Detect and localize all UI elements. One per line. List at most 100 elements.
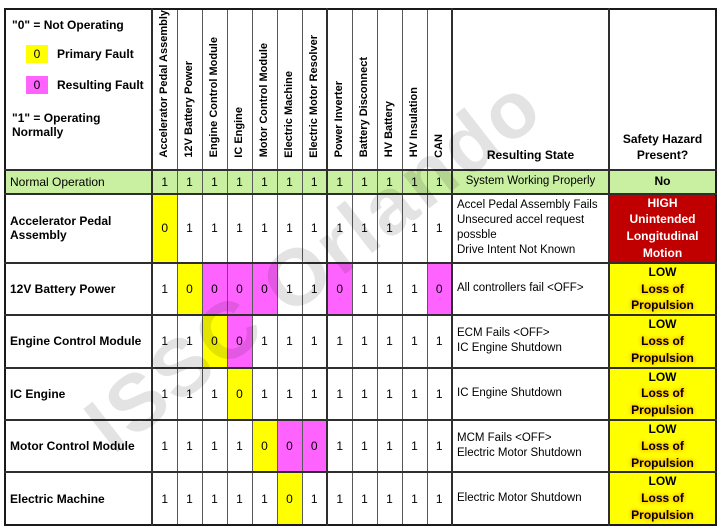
matrix-cell: 1 xyxy=(176,168,203,195)
matrix-cell: 1 xyxy=(151,366,178,421)
resulting-fault-swatch: 0 xyxy=(26,76,48,94)
matrix-cell: 1 xyxy=(301,192,328,264)
row-label: Electric Machine xyxy=(4,471,153,526)
column-header-hv-battery: HV Battery xyxy=(376,8,403,171)
matrix-cell: 1 xyxy=(376,261,403,316)
hazard-cell: LOW Loss of Propulsion xyxy=(608,261,717,316)
matrix-cell: 1 xyxy=(351,366,378,421)
matrix-cell: 1 xyxy=(251,471,278,526)
matrix-cell: 1 xyxy=(351,261,378,316)
matrix-cell: 1 xyxy=(151,418,178,473)
matrix-cell: 1 xyxy=(176,418,203,473)
matrix-cell: 1 xyxy=(326,366,353,421)
matrix-cell: 0 xyxy=(276,418,303,473)
matrix-cell: 0 xyxy=(251,261,278,316)
matrix-cell: 0 xyxy=(276,471,303,526)
state-line: Electric Motor Shutdown xyxy=(457,447,582,460)
matrix-cell: 1 xyxy=(401,366,428,421)
column-header-label: CAN xyxy=(432,133,445,158)
matrix-cell: 1 xyxy=(201,168,228,195)
matrix-cell: 1 xyxy=(326,168,353,195)
column-header-label: Electric Motor Resolver xyxy=(307,34,320,158)
hazard-line: Unintended xyxy=(629,212,696,227)
matrix-cell: 1 xyxy=(326,314,353,369)
state-line: Accel Pedal Assembly Fails xyxy=(457,199,598,212)
table-row-12v-battery-power: 12V Battery Power 1 0 0 0 0 1 1 0 1 1 1 0 All control… xyxy=(4,261,717,316)
matrix-cell: 1 xyxy=(276,314,303,369)
column-header-can: CAN xyxy=(426,8,453,171)
legend-resulting-fault: 0 Resulting Fault xyxy=(26,76,147,94)
hazard-line: Longitudinal Motion xyxy=(626,229,699,260)
hazard-line: Loss of Propulsion xyxy=(631,438,694,470)
legend-primary-fault: 0 Primary Fault xyxy=(26,45,147,63)
row-label: Accelerator Pedal Assembly xyxy=(4,192,153,264)
matrix-cell: 1 xyxy=(276,192,303,264)
matrix-cell: 1 xyxy=(301,471,328,526)
table-row-motor-control-module: Motor Control Module 1 1 1 1 0 0 0 1 1 1 1 1 MCM Fail… xyxy=(4,418,717,473)
matrix-cell: 1 xyxy=(151,261,178,316)
matrix-cell: 1 xyxy=(326,192,353,264)
matrix-cell: 1 xyxy=(176,192,203,264)
hazard-line: LOW xyxy=(648,421,677,436)
legend-cell: "0" = Not Operating 0 Primary Fault 0 Re… xyxy=(4,8,153,171)
column-header-accelerator-pedal-assembly: Accelerator Pedal Assembly xyxy=(151,8,178,171)
matrix-cell: 0 xyxy=(201,314,228,369)
matrix-cell: 1 xyxy=(401,168,428,195)
matrix-cell: 1 xyxy=(226,168,253,195)
matrix-cell: 0 xyxy=(301,418,328,473)
matrix-cell: 1 xyxy=(401,418,428,473)
matrix-cell: 1 xyxy=(351,418,378,473)
fault-matrix-table: "0" = Not Operating 0 Primary Fault 0 Re… xyxy=(4,8,717,526)
state-line: MCM Fails <OFF> xyxy=(457,432,552,445)
state-cell: Accel Pedal Assembly Fails Unsecured acce… xyxy=(451,192,610,264)
matrix-cell: 1 xyxy=(376,471,403,526)
state-cell: ECM Fails <OFF> IC Engine Shutdown xyxy=(451,314,610,369)
matrix-cell: 1 xyxy=(426,192,453,264)
column-header-label: Engine Control Module xyxy=(208,37,220,158)
matrix-cell: 1 xyxy=(151,314,178,369)
column-header-label: HV Insulation xyxy=(408,87,420,158)
state-line: System Working Properly xyxy=(465,175,596,188)
state-cell: MCM Fails <OFF> Electric Motor Shutdown xyxy=(451,418,610,473)
matrix-cell: 1 xyxy=(201,471,228,526)
legend-not-operating: "0" = Not Operating xyxy=(12,18,124,32)
state-line: Drive Intent Not Known xyxy=(457,244,576,257)
table-row-ic-engine: IC Engine 1 1 1 0 1 1 1 1 1 1 1 1 IC Engine Shutdown L… xyxy=(4,366,717,421)
column-header-electric-motor-resolver: Electric Motor Resolver xyxy=(301,8,328,171)
column-header-power-inverter: Power Inverter xyxy=(326,8,353,171)
matrix-cell: 1 xyxy=(401,471,428,526)
column-header-engine-control-module: Engine Control Module xyxy=(201,8,228,171)
column-header-motor-control-module: Motor Control Module xyxy=(251,8,278,171)
state-line: IC Engine Shutdown xyxy=(457,387,562,400)
column-header-battery-disconnect: Battery Disconnect xyxy=(351,8,378,171)
hazard-cell: LOW Loss of Propulsion xyxy=(608,314,717,369)
matrix-cell: 0 xyxy=(226,366,253,421)
state-line: All controllers fail <OFF> xyxy=(457,282,584,295)
matrix-cell: 1 xyxy=(151,471,178,526)
row-label: Normal Operation xyxy=(4,168,153,195)
matrix-cell: 0 xyxy=(426,261,453,316)
matrix-cell: 0 xyxy=(226,314,253,369)
legend-operating-normally: "1" = Operating Normally xyxy=(12,111,101,139)
row-label: IC Engine xyxy=(4,366,153,421)
row-label: 12V Battery Power xyxy=(4,261,153,316)
table-row-engine-control-module: Engine Control Module 1 1 0 0 1 1 1 1 1 1 1 1 ECM Fai… xyxy=(4,314,717,369)
column-header-label: Power Inverter xyxy=(333,81,346,158)
matrix-cell: 1 xyxy=(351,314,378,369)
matrix-cell: 1 xyxy=(426,418,453,473)
matrix-cell: 1 xyxy=(401,314,428,369)
matrix-cell: 1 xyxy=(351,192,378,264)
hazard-cell: LOW Loss of Propulsion xyxy=(608,366,717,421)
matrix-cell: 1 xyxy=(376,192,403,264)
matrix-cell: 1 xyxy=(201,418,228,473)
state-cell: Electric Motor Shutdown xyxy=(451,471,610,526)
column-header-label: Electric Machine xyxy=(283,70,295,158)
hazard-line: LOW xyxy=(648,264,677,279)
hazard-line: Loss of Propulsion xyxy=(631,386,694,418)
matrix-cell: 1 xyxy=(176,314,203,369)
matrix-cell: 1 xyxy=(251,314,278,369)
table-header: "0" = Not Operating 0 Primary Fault 0 Re… xyxy=(4,8,717,171)
matrix-cell: 1 xyxy=(226,192,253,264)
primary-fault-swatch: 0 xyxy=(26,45,48,63)
matrix-cell: 1 xyxy=(426,168,453,195)
